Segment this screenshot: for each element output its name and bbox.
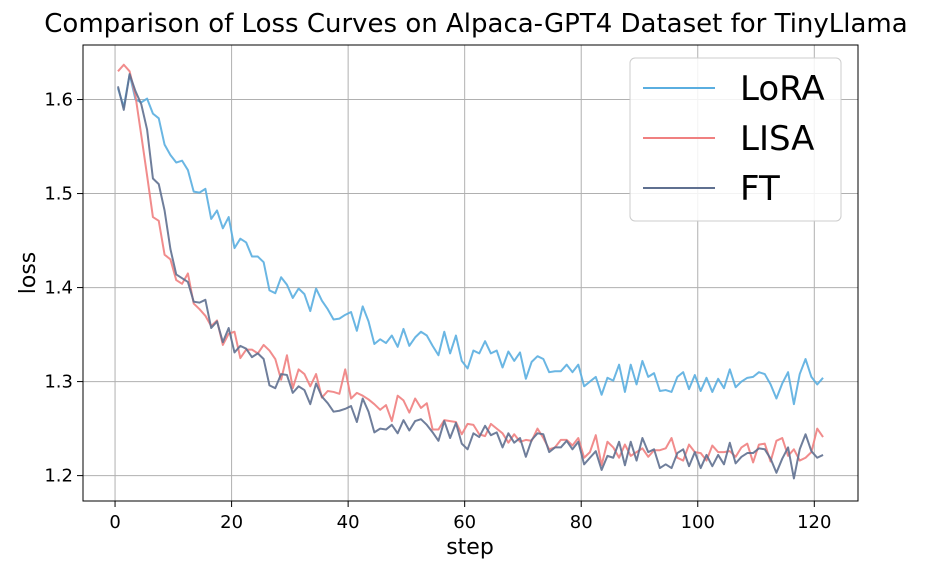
y-tick-label: 1.2 [44, 466, 73, 487]
chart-title: Comparison of Loss Curves on Alpaca-GPT4… [44, 9, 907, 39]
y-tick-label: 1.6 [44, 90, 73, 111]
y-tick-label: 1.4 [44, 278, 73, 299]
legend-label: LoRA [740, 69, 825, 109]
legend: LoRA LISA FT [629, 57, 842, 222]
y-axis-label: loss [16, 252, 41, 295]
x-axis-label: step [446, 535, 494, 560]
legend-box [629, 57, 842, 222]
series-line-ft [116, 73, 824, 480]
y-tick-label: 1.5 [44, 184, 73, 205]
x-tick-label: 20 [220, 512, 243, 533]
x-tick-label: 100 [681, 512, 715, 533]
x-tick-label: 120 [797, 512, 831, 533]
series-line-lora [117, 73, 824, 406]
y-tick-label: 1.3 [44, 372, 73, 393]
x-tick-label: 80 [570, 512, 593, 533]
series-lines [116, 63, 824, 480]
x-tick-label: 40 [337, 512, 360, 533]
legend-label: LISA [740, 119, 814, 159]
legend-label: FT [740, 169, 780, 209]
x-tick-label: 60 [453, 512, 476, 533]
axis-ticks: 0 20 40 60 80 100 120 1.2 1.3 1.4 1.5 1.6 [44, 90, 831, 533]
x-tick-label: 0 [109, 512, 120, 533]
plot-frame [82, 44, 859, 502]
